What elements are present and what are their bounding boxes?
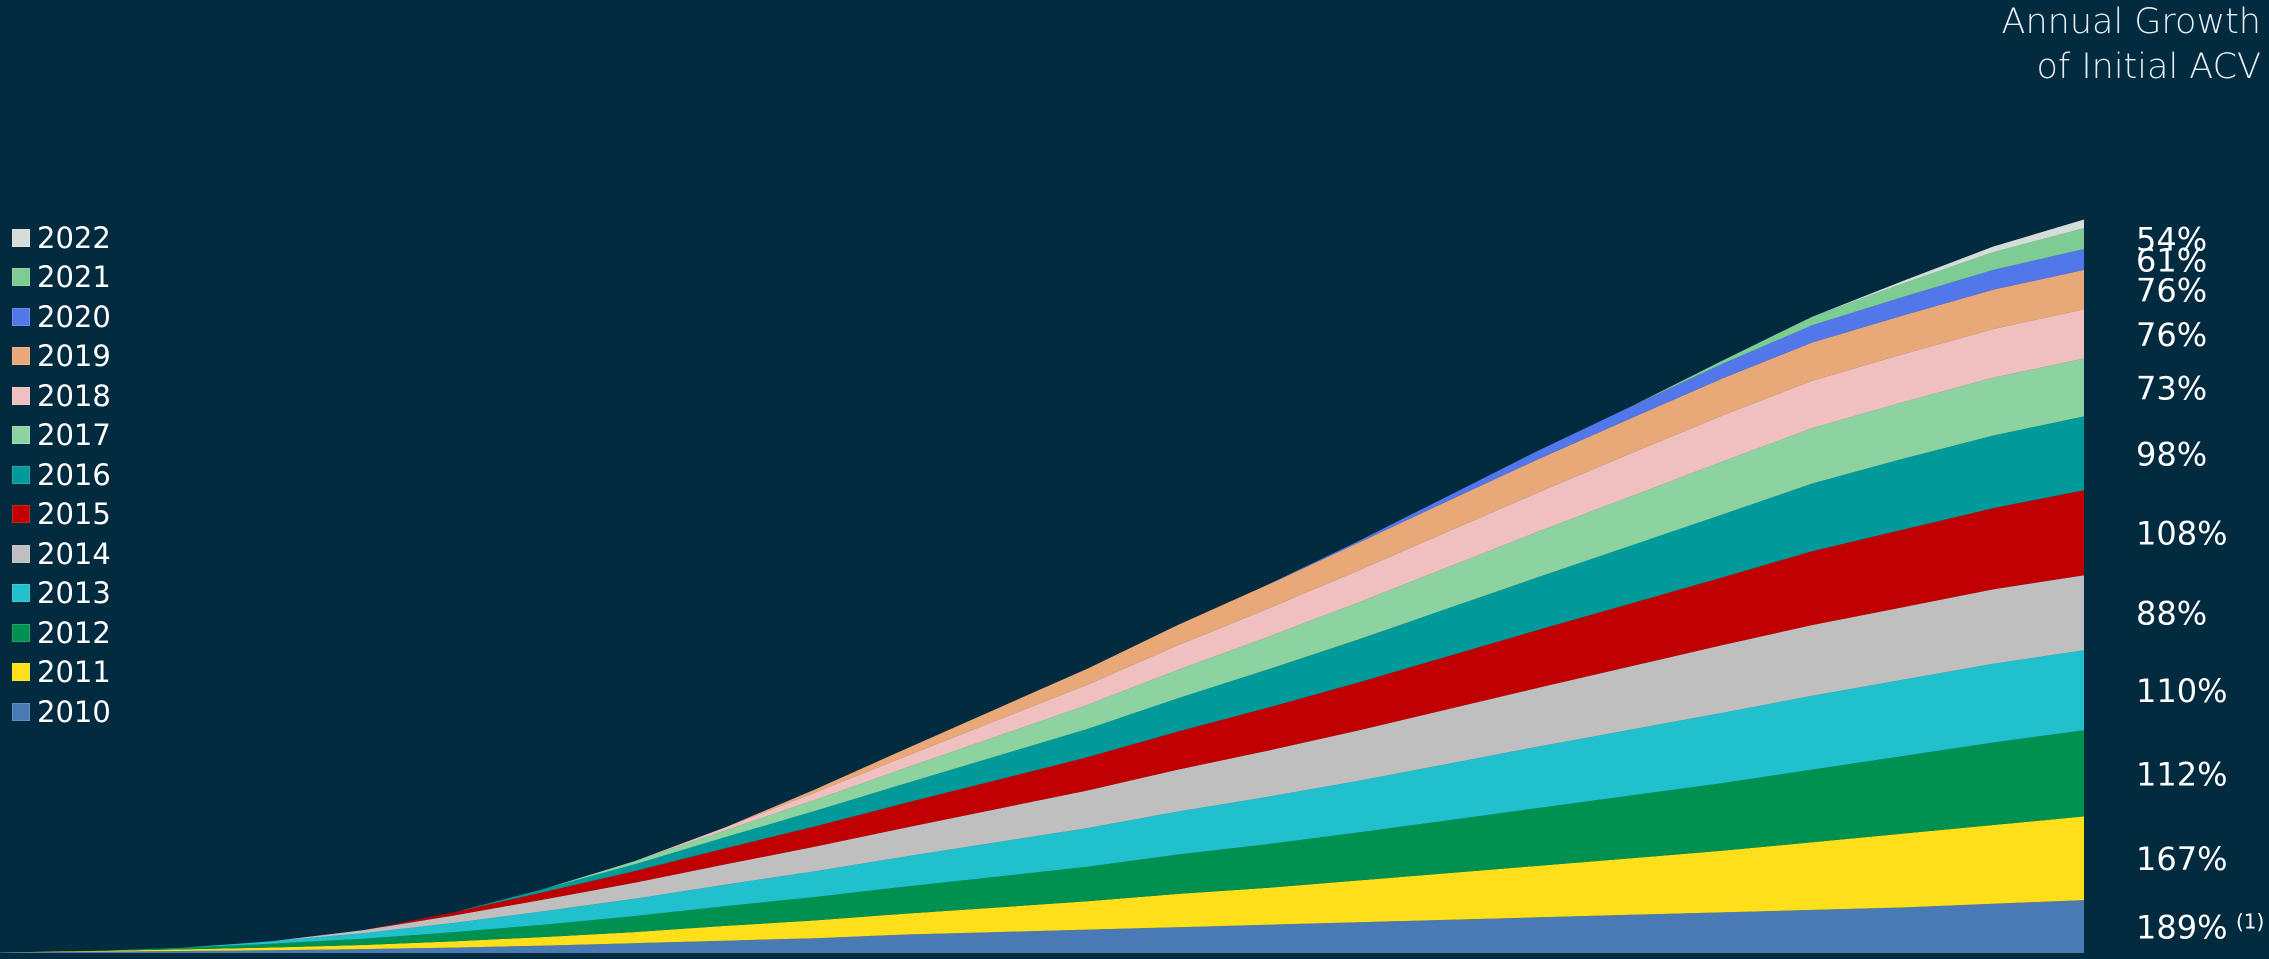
legend-item-2016: 2016 [12, 455, 111, 495]
legend-swatch-2020 [12, 307, 30, 326]
legend-item-2022: 2022 [12, 218, 111, 258]
legend-label-2016: 2016 [37, 457, 111, 492]
legend-label-2019: 2019 [37, 339, 111, 374]
heading-line-2: of Initial ACV [2036, 47, 2261, 87]
area-series-2011 [0, 816, 2084, 953]
legend-swatch-2016 [12, 465, 30, 484]
area-series-2018 [0, 309, 2084, 953]
growth-label-2016: 98% [2136, 435, 2207, 473]
area-series-2016 [0, 416, 2084, 953]
legend-item-2011: 2011 [12, 653, 111, 693]
growth-footnote-2010: (1) [2236, 910, 2264, 934]
legend-item-2019: 2019 [12, 337, 111, 377]
legend-swatch-2018 [12, 386, 30, 405]
chart-heading: Annual Growth of Initial ACV [1941, 0, 2261, 90]
legend-swatch-2013 [12, 584, 30, 603]
legend-label-2014: 2014 [37, 536, 111, 571]
area-series-2014 [0, 575, 2084, 953]
growth-label-2014: 88% [2136, 595, 2207, 633]
legend-label-2020: 2020 [37, 299, 111, 334]
legend-item-2014: 2014 [12, 534, 111, 574]
legend-swatch-2021 [12, 268, 30, 287]
legend-label-2015: 2015 [37, 497, 111, 532]
legend-label-2012: 2012 [37, 615, 111, 650]
legend-item-2015: 2015 [12, 495, 111, 535]
legend-label-2022: 2022 [37, 220, 111, 255]
legend: 2022 2021 2020 2019 2018 2017 2016 2015 2014 2013… [12, 218, 111, 732]
legend-label-2018: 2018 [37, 378, 111, 413]
growth-label-2021: 54% [2136, 221, 2207, 259]
legend-label-2013: 2013 [37, 576, 111, 611]
legend-swatch-2011 [12, 663, 30, 682]
growth-label-2010: 189% [2136, 909, 2227, 947]
area-series-2015 [0, 490, 2084, 953]
legend-swatch-2014 [12, 544, 30, 563]
growth-label-2020: 61% [2136, 241, 2207, 279]
area-series-2019 [0, 269, 2084, 953]
growth-label-2011: 167% [2136, 840, 2227, 878]
legend-item-2017: 2017 [12, 416, 111, 456]
legend-item-2020: 2020 [12, 297, 111, 337]
area-series-2021 [0, 228, 2084, 953]
area-series-2010 [0, 900, 2084, 953]
legend-item-2013: 2013 [12, 574, 111, 614]
legend-label-2011: 2011 [37, 655, 111, 690]
heading-line-1: Annual Growth [2001, 2, 2261, 42]
legend-swatch-2010 [12, 702, 30, 721]
legend-item-2021: 2021 [12, 258, 111, 298]
legend-swatch-2012 [12, 623, 30, 642]
area-series-2020 [0, 249, 2084, 953]
area-series-2012 [0, 730, 2084, 953]
legend-item-2012: 2012 [12, 613, 111, 653]
legend-swatch-2017 [12, 426, 30, 445]
legend-item-2010: 2010 [12, 692, 111, 732]
legend-label-2017: 2017 [37, 418, 111, 453]
area-series-2022 [0, 219, 2084, 953]
growth-label-2013: 110% [2136, 672, 2227, 710]
growth-label-group: 189% (1)167%112%110%88%108%98%73%76%76%61… [2136, 221, 2264, 947]
growth-label-2018: 76% [2136, 316, 2207, 354]
legend-item-2018: 2018 [12, 376, 111, 416]
growth-label-2015: 108% [2136, 515, 2227, 553]
legend-swatch-2022 [12, 228, 30, 247]
area-series-group [0, 219, 2084, 953]
growth-label-2017: 73% [2136, 369, 2207, 407]
growth-label-2019: 76% [2136, 272, 2207, 310]
growth-label-2012: 112% [2136, 755, 2227, 793]
area-series-2017 [0, 358, 2084, 953]
legend-label-2010: 2010 [37, 694, 111, 729]
legend-label-2021: 2021 [37, 260, 111, 295]
legend-swatch-2015 [12, 505, 30, 524]
legend-swatch-2019 [12, 347, 30, 366]
